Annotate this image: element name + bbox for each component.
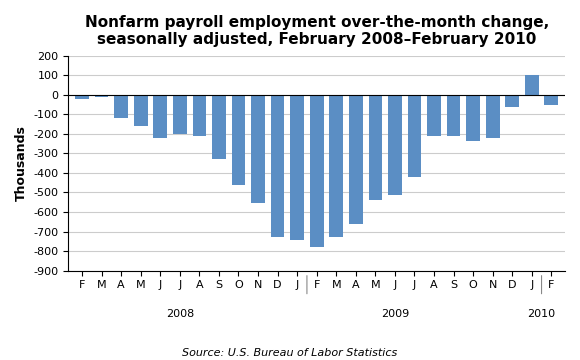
Bar — [134, 95, 147, 126]
Title: Nonfarm payroll employment over-the-month change,
seasonally adjusted, February : Nonfarm payroll employment over-the-mont… — [85, 15, 549, 48]
Bar — [329, 95, 343, 237]
Bar — [447, 95, 461, 136]
Text: 2010: 2010 — [527, 310, 556, 319]
Bar — [388, 95, 402, 195]
Bar — [408, 95, 421, 177]
Y-axis label: Thousands: Thousands — [15, 125, 28, 201]
Bar — [193, 95, 206, 136]
Bar — [75, 95, 89, 99]
Bar — [368, 95, 382, 200]
Bar — [231, 95, 245, 185]
Text: 2008: 2008 — [166, 310, 194, 319]
Bar — [114, 95, 128, 118]
Bar — [349, 95, 362, 224]
Bar — [251, 95, 265, 203]
Bar — [486, 95, 499, 139]
Bar — [310, 95, 324, 247]
Bar — [427, 95, 441, 136]
Bar — [271, 95, 284, 237]
Bar — [505, 95, 519, 107]
Bar — [95, 95, 108, 97]
Text: 2009: 2009 — [381, 310, 409, 319]
Bar — [545, 95, 558, 105]
Bar — [212, 95, 226, 159]
Text: Source: U.S. Bureau of Labor Statistics: Source: U.S. Bureau of Labor Statistics — [182, 348, 398, 359]
Bar — [291, 95, 304, 240]
Bar — [525, 75, 539, 95]
Bar — [173, 95, 187, 134]
Bar — [154, 95, 167, 138]
Bar — [466, 95, 480, 141]
